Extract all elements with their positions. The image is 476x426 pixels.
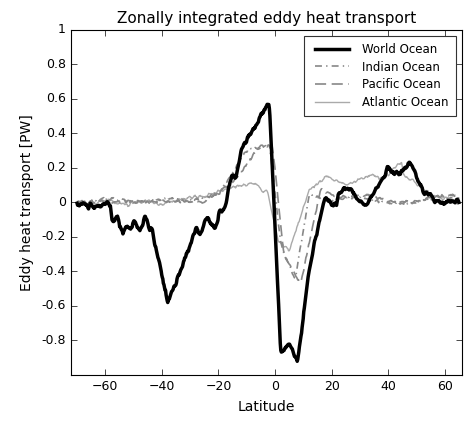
Legend: World Ocean, Indian Ocean, Pacific Ocean, Atlantic Ocean: World Ocean, Indian Ocean, Pacific Ocean… xyxy=(304,36,456,116)
Y-axis label: Eddy heat transport [PW]: Eddy heat transport [PW] xyxy=(20,114,34,291)
Title: Zonally integrated eddy heat transport: Zonally integrated eddy heat transport xyxy=(117,11,416,26)
X-axis label: Latitude: Latitude xyxy=(238,400,295,414)
